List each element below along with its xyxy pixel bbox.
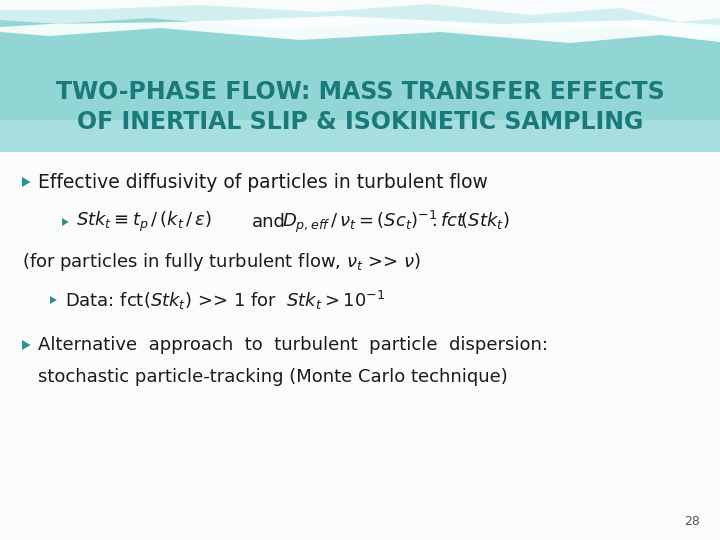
Text: stochastic particle-tracking (Monte Carlo technique): stochastic particle-tracking (Monte Carl… [38,368,508,386]
Polygon shape [50,296,57,304]
Polygon shape [0,16,720,43]
Text: $D_{p,\mathit{eff}}\,/\,\nu_t = \left(Sc_t\right)^{-1}\!\!.fct\!\left(Stk_t\righ: $D_{p,\mathit{eff}}\,/\,\nu_t = \left(Sc… [282,209,510,235]
Polygon shape [62,218,69,226]
Text: Data: fct($Stk_t$) >> 1 for  $Stk_t > 10^{-1}$: Data: fct($Stk_t$) >> 1 for $Stk_t > 10^… [65,288,385,312]
Text: 28: 28 [684,515,700,528]
Text: (for particles in fully turbulent flow, $\nu_t$ >> $\nu$): (for particles in fully turbulent flow, … [22,251,420,273]
Text: and: and [252,213,286,231]
Bar [0,0,720,152]
Text: Effective diffusivity of particles in turbulent flow: Effective diffusivity of particles in tu… [38,172,488,192]
Bar [0,0,720,120]
Polygon shape [0,0,720,22]
Text: OF INERTIAL SLIP & ISOKINETIC SAMPLING: OF INERTIAL SLIP & ISOKINETIC SAMPLING [77,110,643,134]
Polygon shape [0,120,720,152]
Polygon shape [22,340,30,350]
Text: $Stk_t \equiv t_p\,/\,\left(k_t\,/\,\varepsilon\right)$: $Stk_t \equiv t_p\,/\,\left(k_t\,/\,\var… [76,210,212,234]
Text: TWO-PHASE FLOW: MASS TRANSFER EFFECTS: TWO-PHASE FLOW: MASS TRANSFER EFFECTS [55,80,665,104]
Text: Alternative  approach  to  turbulent  particle  dispersion:: Alternative approach to turbulent partic… [38,336,548,354]
Polygon shape [0,0,720,40]
Polygon shape [22,177,30,187]
